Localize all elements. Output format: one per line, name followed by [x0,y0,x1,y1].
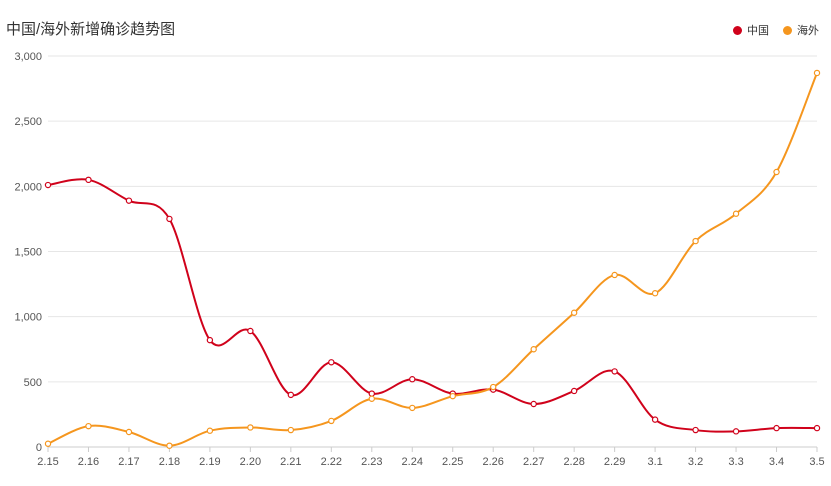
y-tick-label: 500 [24,377,42,389]
data-point-overseas [692,237,699,245]
data-point-china [44,181,52,189]
y-tick-label: 0 [36,442,42,454]
data-point-overseas [328,417,335,425]
legend-swatch-china [733,25,742,35]
data-point-china [692,426,699,434]
data-point-overseas [409,404,416,412]
data-point-overseas [125,428,133,436]
x-tick-label: 2.16 [78,456,99,468]
data-point-overseas [773,168,780,176]
data-point-overseas [247,424,254,431]
x-tick-label: 2.17 [118,456,139,468]
data-point-overseas [166,442,173,449]
y-tick-label: 2,500 [14,116,42,128]
data-point-china [530,400,537,408]
y-tick-label: 3,000 [14,51,42,63]
x-tick-label: 2.26 [482,456,503,468]
data-point-overseas [570,309,578,316]
legend: 中国 海外 [733,22,819,38]
data-point-overseas [651,290,659,297]
x-tick-label: 3.3 [728,456,743,468]
data-point-china [651,416,659,423]
data-point-china [611,368,618,375]
x-tick-label: 3.4 [769,456,784,468]
legend-label-overseas: 海外 [797,25,819,37]
x-tick-label: 2.18 [159,456,180,468]
x-tick-label: 2.15 [37,456,58,468]
data-point-china [732,428,740,435]
data-point-china [368,390,375,397]
legend-swatch-overseas [783,25,792,35]
data-point-china [570,387,578,395]
data-point-overseas [85,422,92,430]
x-tick-label: 3.5 [809,456,824,468]
data-point-china [85,176,92,184]
legend-item-overseas[interactable]: 海外 [783,22,819,38]
x-tick-label: 2.29 [604,456,625,468]
data-point-china [125,197,133,204]
y-tick-label: 1,000 [14,312,42,324]
legend-item-china[interactable]: 中国 [733,22,769,38]
data-point-overseas [206,427,214,434]
data-point-china [328,359,335,366]
x-tick-label: 2.21 [280,456,301,468]
data-point-overseas [732,210,740,217]
y-tick-label: 2,000 [14,181,42,193]
data-point-overseas [287,426,295,434]
series-line-overseas [47,71,818,447]
data-point-china [409,376,416,383]
data-point-china [287,391,295,399]
chart-title: 中国/海外新增确诊趋势图 [6,21,176,38]
x-tick-label: 3.2 [688,456,703,468]
data-point-overseas [368,395,375,402]
data-point-china [773,424,780,432]
data-point-overseas [530,346,537,353]
data-point-overseas [490,383,497,391]
x-tick-label: 3.1 [647,456,662,468]
x-tick-label: 2.23 [361,456,382,468]
x-tick-label: 2.27 [523,456,544,468]
grid [48,55,817,383]
data-point-overseas [813,69,821,77]
data-point-overseas [44,440,52,447]
data-point-overseas [449,392,456,400]
x-tick-label: 2.22 [321,456,342,468]
data-point-china [247,327,254,335]
legend-label-china: 中国 [747,25,769,37]
data-point-china [206,336,214,344]
x-tick-label: 2.25 [442,456,463,468]
x-tick-label: 2.19 [199,456,220,468]
series-line-china [47,178,818,433]
series [44,69,821,449]
axes: 0 500 1,000 1,500 2,000 2,500 3,000 2.15 2.16 2.1… [14,51,824,468]
x-tick-label: 2.24 [402,456,423,468]
y-tick-label: 1,500 [14,247,42,259]
data-point-china [166,215,173,223]
data-point-china [813,424,821,432]
data-point-overseas [611,271,618,279]
x-tick-label: 2.20 [240,456,261,468]
x-tick-label: 2.28 [563,456,584,468]
